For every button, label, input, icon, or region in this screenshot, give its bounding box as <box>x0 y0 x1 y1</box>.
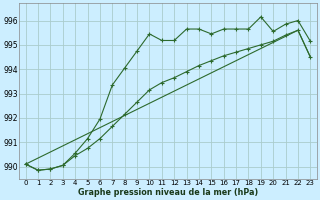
X-axis label: Graphe pression niveau de la mer (hPa): Graphe pression niveau de la mer (hPa) <box>78 188 258 197</box>
